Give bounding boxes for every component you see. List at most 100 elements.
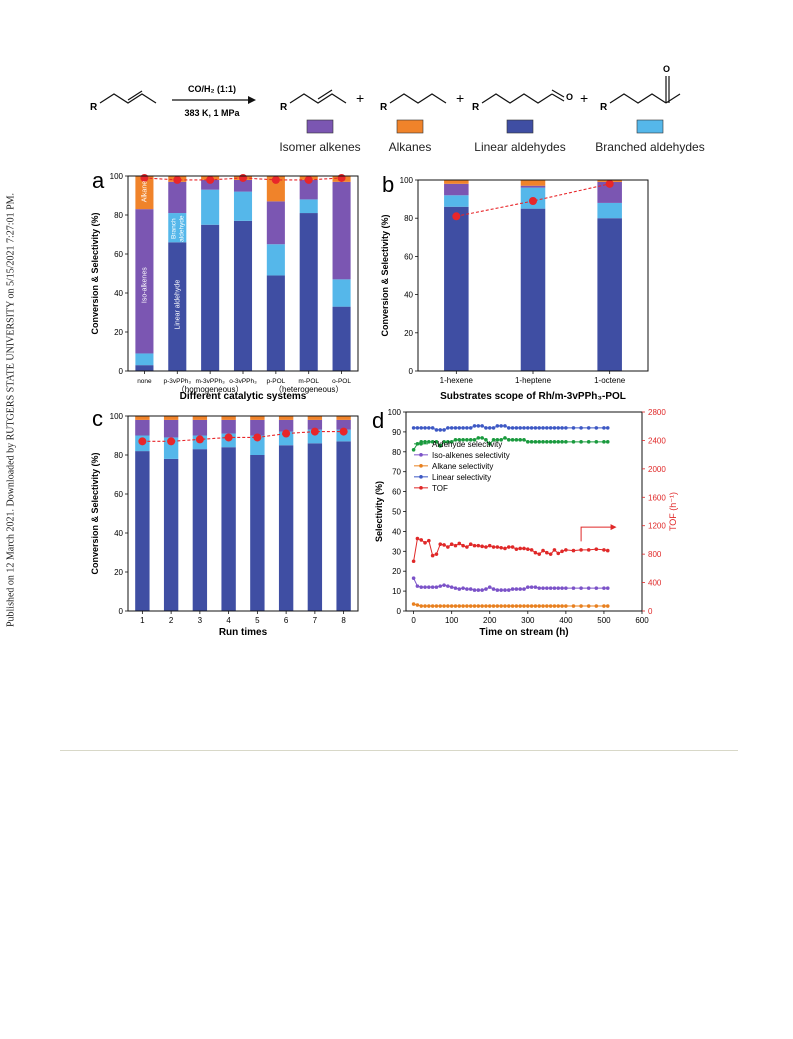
x-tick-label-a-1: p-3vPPh₃ (163, 378, 191, 385)
bar-b-1-linear (521, 209, 546, 371)
y-tick-label-b-2: 40 (404, 291, 413, 300)
series-point-0-43 (587, 440, 591, 444)
x-tick-label-a-4: p-POL (266, 378, 285, 385)
y-tick-label-d-6: 60 (392, 488, 401, 497)
bar-a-4-branched (267, 244, 285, 275)
y-right-tick-label-d-0: 0 (648, 607, 653, 616)
bar-a-4-isomer (267, 201, 285, 244)
series-point-1-2 (419, 585, 423, 589)
series-point-2-43 (587, 604, 591, 608)
bar-c-3-isomer (221, 420, 235, 434)
series-point-2-41 (572, 604, 576, 608)
tof-axis-arrow-head (611, 524, 617, 530)
series-point-1-37 (553, 586, 557, 590)
y-tick-label-d-9: 90 (392, 428, 401, 437)
series-point-2-6 (435, 604, 439, 608)
bar-c-2-alkane (193, 416, 207, 420)
series-point-1-30 (526, 585, 530, 589)
series-point-3-12 (457, 426, 461, 430)
series-point-2-8 (442, 604, 446, 608)
series-point-0-41 (572, 440, 576, 444)
conversion-point-a-0 (140, 174, 148, 182)
series-point-1-28 (518, 587, 522, 591)
series-point-4-22 (496, 545, 500, 549)
panel-a-catalytic-systems-chart: anone p-3vPPh₃ m-3vPPh₃ o-3vPPh₃ p-POL m-POL o… (80, 166, 370, 402)
series-point-3-39 (560, 426, 564, 430)
plus-sign-2: + (456, 90, 464, 106)
series-point-4-35 (545, 551, 549, 555)
conversion-point-c-4 (253, 433, 261, 441)
series-point-1-43 (587, 586, 591, 590)
series-point-2-46 (606, 604, 610, 608)
branched-aldehyde-structure (610, 76, 680, 103)
series-point-4-7 (438, 542, 442, 546)
bar-b-2-branched (597, 203, 622, 218)
series-point-3-13 (461, 426, 465, 430)
series-point-4-29 (522, 547, 526, 551)
legend-marker-d-3 (419, 475, 423, 479)
linear-aldehyde-o-label: O (566, 92, 573, 102)
series-point-3-19 (484, 426, 488, 430)
series-point-4-26 (511, 545, 515, 549)
series-point-0-42 (579, 440, 583, 444)
series-point-0-37 (553, 440, 557, 444)
bar-a-0-linear (135, 365, 153, 371)
y-axis-title-a: Conversion & Selectivity (%) (90, 212, 100, 334)
series-point-4-11 (454, 544, 458, 548)
series-point-0-45 (602, 440, 606, 444)
legend-label-2: Linear aldehydes (474, 140, 565, 154)
series-point-4-6 (435, 552, 439, 556)
series-point-3-40 (564, 426, 568, 430)
series-point-0-40 (564, 440, 568, 444)
series-point-2-2 (419, 604, 423, 608)
legend-swatch-3 (637, 120, 663, 133)
bar-c-4-alkane (250, 416, 264, 420)
x-tick-label-c-1: 2 (169, 616, 174, 625)
series-point-3-0 (412, 426, 416, 430)
conversion-point-a-6 (338, 174, 346, 182)
series-point-3-36 (549, 426, 553, 430)
series-point-0-27 (515, 438, 519, 442)
series-point-2-28 (518, 604, 522, 608)
y-right-tick-label-d-1: 400 (648, 579, 662, 588)
series-point-4-46 (606, 549, 610, 553)
series-point-2-36 (549, 604, 553, 608)
bar-a-5-branched (300, 199, 318, 213)
bar-annotation-iso-alkenes: Iso-alkenes (141, 267, 148, 303)
reagent-conditions-bottom: 383 K, 1 MPa (184, 108, 240, 118)
series-point-2-1 (416, 603, 420, 607)
series-point-1-33 (537, 586, 541, 590)
series-point-2-17 (477, 604, 481, 608)
isomer-alkene-structure (290, 90, 346, 103)
series-point-2-25 (507, 604, 511, 608)
y-tick-label-a-4: 80 (114, 211, 123, 220)
x-tick-label-a-2: m-3vPPh₃ (195, 378, 225, 385)
series-point-1-39 (560, 586, 564, 590)
series-point-1-21 (492, 587, 496, 591)
series-line-4 (414, 539, 608, 562)
series-point-1-1 (416, 584, 420, 588)
y-right-tick-label-d-2: 800 (648, 550, 662, 559)
bar-a-0-branched (135, 353, 153, 365)
series-point-4-33 (537, 552, 541, 556)
bar-c-2-linear (193, 449, 207, 611)
series-point-4-23 (499, 546, 503, 550)
series-point-3-32 (534, 426, 538, 430)
x-tick-label-d-3: 300 (521, 616, 535, 625)
series-point-1-31 (530, 585, 534, 589)
series-point-2-39 (560, 604, 564, 608)
series-point-3-17 (477, 424, 481, 428)
bar-c-4-linear (250, 455, 264, 611)
series-point-4-20 (488, 544, 492, 548)
y-tick-label-c-5: 100 (110, 412, 124, 421)
panel-letter-b: b (382, 172, 394, 197)
bar-a-5-linear (300, 213, 318, 371)
y-tick-label-b-1: 20 (404, 329, 413, 338)
series-point-4-27 (515, 547, 519, 551)
series-point-4-34 (541, 549, 545, 553)
scheme-legend: Isomer alkenes Alkanes Linear aldehydes Bra… (279, 120, 704, 154)
reaction-scheme: R CO/H₂ (1:1) 383 K, 1 MPa R + R + R O +… (80, 58, 720, 158)
bar-c-2-isomer (193, 420, 207, 436)
conversion-point-c-1 (167, 437, 175, 445)
series-point-1-25 (507, 588, 511, 592)
